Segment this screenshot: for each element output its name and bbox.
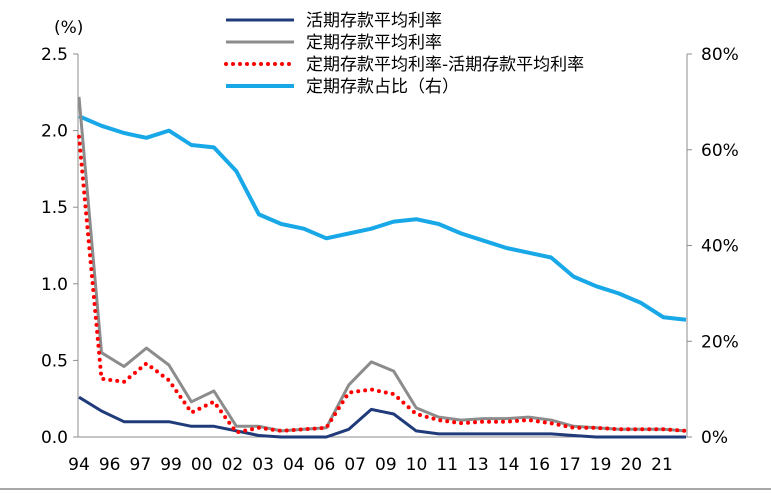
x-tick-label: 10 [406, 455, 428, 475]
right-tick-label: 20% [701, 332, 739, 352]
legend: 活期存款平均利率定期存款平均利率定期存款平均利率-活期存款平均利率定期存款占比（… [224, 11, 584, 97]
left-tick-label: 0.5 [41, 351, 68, 371]
x-tick-label: 02 [222, 455, 244, 475]
x-tick-label: 20 [620, 455, 642, 475]
right-tick-labels: 0% 20% 40% 60% 80% [687, 45, 739, 448]
right-tick-label: 60% [701, 141, 739, 161]
x-tick-label: 09 [375, 455, 397, 475]
left-tick-label: 2.0 [41, 122, 68, 142]
x-tick-label: 04 [283, 455, 305, 475]
x-tick-label: 06 [314, 455, 336, 475]
axes-group: (%) [0, 18, 771, 490]
legend-label: 定期存款平均利率-活期存款平均利率 [306, 55, 584, 75]
x-tick-label: 97 [130, 455, 152, 475]
series-line-0 [78, 395, 686, 439]
x-tick-label: 14 [498, 455, 520, 475]
left-tick-label: 1.5 [41, 198, 68, 218]
left-axis-unit: (%) [54, 18, 83, 38]
left-tick-labels: 0.0 0.5 1.0 1.5 2.0 2.5 [41, 45, 78, 448]
right-tick-label: 0% [701, 428, 728, 448]
x-tick-label: 00 [191, 455, 213, 475]
x-tick-label: 99 [160, 455, 182, 475]
x-tick-label: 16 [528, 455, 550, 475]
left-tick-label: 2.5 [41, 45, 68, 65]
legend-label: 定期存款占比（右） [306, 77, 459, 97]
x-tick-label: 11 [436, 455, 458, 475]
right-tick-label: 80% [701, 45, 739, 65]
x-tick-label: 94 [68, 455, 90, 475]
left-tick-label: 1.0 [41, 275, 68, 295]
legend-label: 定期存款平均利率 [306, 33, 442, 53]
x-tick-label: 07 [344, 455, 366, 475]
x-tick-label: 17 [559, 455, 581, 475]
x-tick-label: 13 [467, 455, 489, 475]
x-tick-label: 96 [99, 455, 121, 475]
x-tick-labels: 94 96 97 99 00 02 03 04 06 07 09 10 11 13 14 16 17 19 20 21 [68, 455, 673, 475]
x-tick-label: 19 [590, 455, 612, 475]
x-tick-label: 03 [252, 455, 274, 475]
x-tick-label: 21 [651, 455, 673, 475]
legend-label: 活期存款平均利率 [306, 11, 442, 31]
right-tick-label: 40% [701, 237, 739, 257]
series-line-2 [77, 134, 688, 435]
series-line-3 [78, 114, 687, 322]
series-line-1 [77, 96, 687, 433]
series-layer [77, 96, 688, 439]
left-tick-label: 0.0 [41, 428, 68, 448]
